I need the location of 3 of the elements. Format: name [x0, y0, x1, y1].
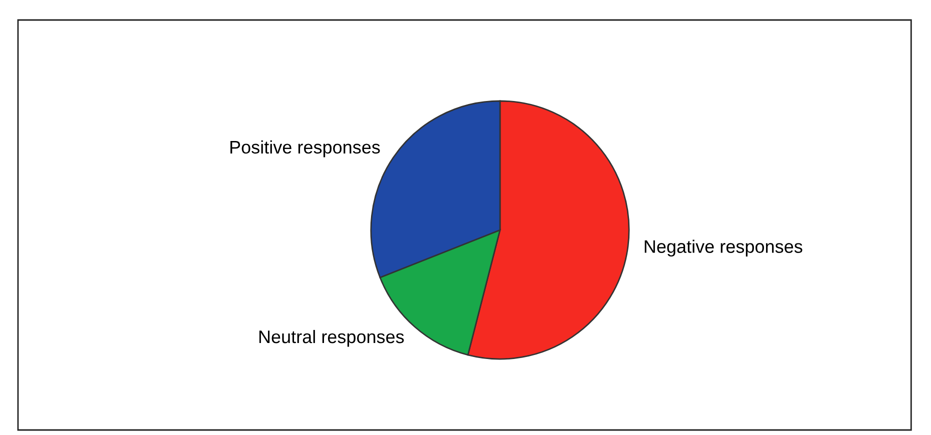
slice-label: Positive responses [230, 140, 380, 158]
slice-label: Neutral responses [259, 330, 404, 347]
slice-label: Negative responses [644, 240, 802, 257]
